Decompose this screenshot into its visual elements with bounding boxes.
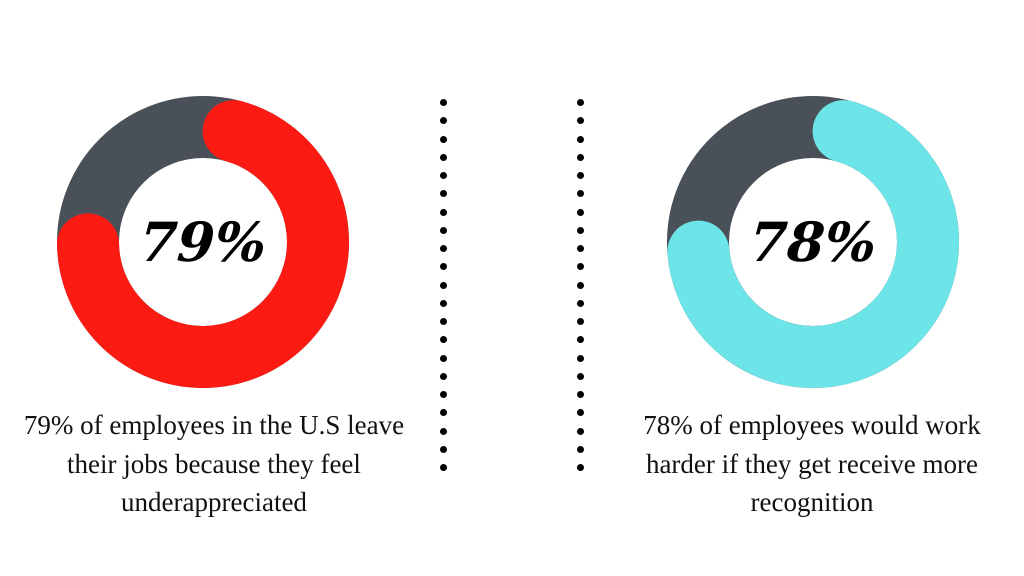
divider-dot — [440, 245, 447, 252]
caption-line: 78% of employees would work — [643, 410, 981, 440]
divider-dot — [577, 99, 584, 106]
divider-dot — [440, 99, 447, 106]
caption-line: underappreciated — [121, 487, 307, 517]
divider-dot — [577, 281, 584, 289]
divider-dot — [440, 208, 447, 216]
donut-value-arc — [57, 96, 349, 388]
divider-dot — [577, 445, 584, 453]
divider-dot — [577, 117, 584, 125]
divider-dot — [577, 208, 584, 216]
divider-dot — [440, 226, 447, 234]
divider-dot — [440, 172, 447, 179]
divider-dot — [577, 354, 584, 362]
caption-line: 79% of employees in the U.S leave — [23, 410, 405, 440]
divider-dot — [577, 427, 584, 435]
divider-dot — [577, 226, 584, 234]
donut-chart-underappreciated: 79% — [57, 96, 349, 388]
divider-dot — [577, 391, 584, 398]
divider-dot — [440, 190, 447, 198]
divider-dot — [577, 135, 584, 143]
divider-dot — [577, 172, 584, 179]
caption-line: harder if they get receive more — [645, 448, 979, 479]
divider-dot — [440, 445, 447, 453]
divider-dot — [577, 318, 584, 325]
caption-underappreciated: 79% of employees in the U.S leave their … — [2, 406, 426, 522]
divider-dot — [440, 117, 447, 125]
divider-dot — [440, 263, 447, 271]
divider-dot — [577, 153, 584, 161]
dotted-divider-right-column — [577, 99, 584, 471]
divider-dot — [577, 464, 584, 471]
caption-line: their jobs because they feel — [67, 448, 361, 479]
caption-recognition: 78% of employees would work harder if th… — [600, 406, 1024, 522]
divider-dot — [440, 464, 447, 471]
donut-value-arc — [667, 96, 959, 388]
divider-dot — [440, 135, 447, 143]
divider-dot — [440, 318, 447, 325]
divider-dot — [577, 409, 584, 417]
divider-dot — [440, 391, 447, 398]
dotted-divider-left-column — [440, 99, 447, 471]
divider-dot — [440, 354, 447, 362]
divider-dot — [440, 372, 447, 380]
divider-dot — [440, 153, 447, 161]
donut-chart-recognition: 78% — [667, 96, 959, 388]
donut-chart-svg — [667, 96, 959, 388]
divider-dot — [577, 263, 584, 271]
divider-dot — [440, 427, 447, 435]
divider-dot — [577, 336, 584, 344]
caption-line: recognition — [750, 487, 874, 517]
divider-dot — [440, 281, 447, 289]
divider-dot — [440, 409, 447, 417]
divider-dot — [577, 190, 584, 198]
divider-dot — [577, 372, 584, 380]
donut-chart-svg — [57, 96, 349, 388]
divider-dot — [577, 299, 584, 307]
divider-dot — [440, 336, 447, 344]
divider-dot — [440, 299, 447, 307]
divider-dot — [577, 245, 584, 252]
